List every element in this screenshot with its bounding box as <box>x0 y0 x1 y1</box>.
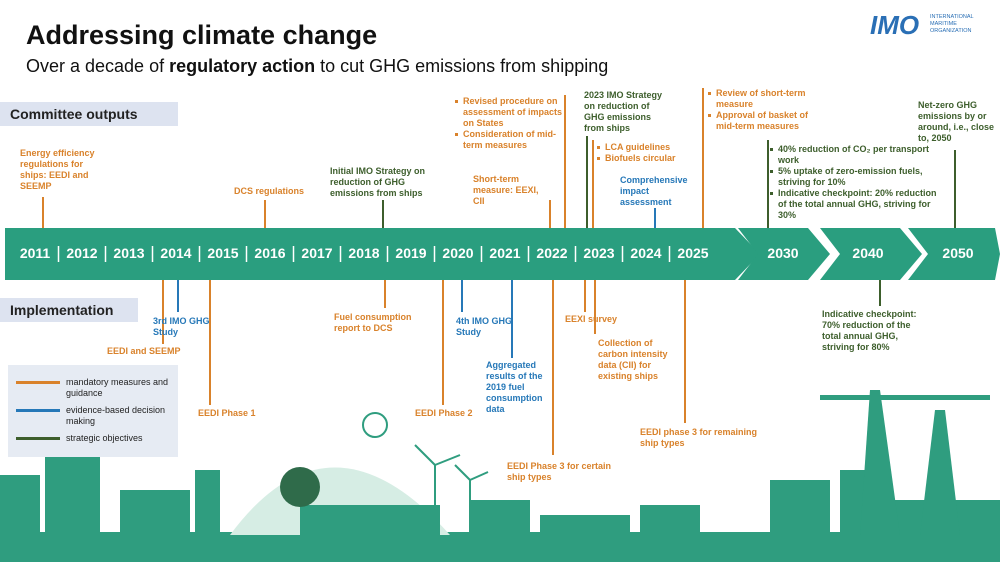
timeline-band <box>5 228 1000 280</box>
event-item: Consideration of mid-term measures <box>455 129 567 151</box>
stems <box>42 88 956 455</box>
event-text: Net-zero GHG emissions by or around, i.e… <box>918 100 995 143</box>
event-text: Indicative checkpoint: 70% reduction of … <box>822 309 917 352</box>
event-text: EEDI Phase 1 <box>198 408 256 418</box>
year-label: 2021 <box>489 245 521 261</box>
logo-mark: IMO <box>870 10 920 40</box>
year-label: 2016 <box>254 245 286 261</box>
event-item: Revised procedure on assessment of impac… <box>455 96 567 129</box>
event-text: EEDI phase 3 for remaining ship types <box>640 427 758 448</box>
year-label: 2023 <box>583 245 615 261</box>
event-text: Comprehensive impact assessment <box>620 175 688 207</box>
year-label: 2013 <box>113 245 145 261</box>
title: Addressing climate change <box>26 20 378 50</box>
legend-swatch <box>16 437 60 440</box>
year-label: 2024 <box>630 245 662 261</box>
event-text: Short-term measure: EEXI, CII <box>473 174 539 206</box>
event-list: Review of short-term measure Approval of … <box>708 88 808 132</box>
event-text: Aggregated results of the 2019 fuel cons… <box>486 360 543 414</box>
event-text: 4th IMO GHG Study <box>456 316 512 337</box>
legend-swatch <box>16 409 60 412</box>
event-text: EEDI and SEEMP <box>107 346 181 356</box>
legend-swatch <box>16 381 60 384</box>
event-list: LCA guidelines Biofuels circular <box>597 142 692 164</box>
event-text: Energy efficiency regulations for ships:… <box>20 148 95 191</box>
event-item: 40% reduction of CO₂ per transport work <box>770 144 945 166</box>
year-label: 2015 <box>207 245 239 261</box>
event-item: Indicative checkpoint: 20% reduction of … <box>770 188 945 221</box>
year-separators <box>57 246 671 262</box>
event-text: Revised procedure on assessment of impac… <box>455 96 567 151</box>
event-item: Review of short-term measure <box>708 88 808 110</box>
subtitle-bold: regulatory action <box>169 56 316 76</box>
year-label: 2040 <box>852 245 884 261</box>
year-label: 2020 <box>442 245 474 261</box>
event-text: Collection of carbon intensity data (CII… <box>598 338 668 381</box>
event-text: Review of short-term measure Approval of … <box>708 88 808 132</box>
legend-label: mandatory measures and guidance <box>66 377 169 398</box>
event-list: 40% reduction of CO₂ per transport work 5… <box>770 144 945 221</box>
event-text: 40% reduction of CO₂ per transport work 5… <box>770 144 945 221</box>
event-item: Approval of basket of mid-term measures <box>708 110 808 132</box>
subtitle-text: Over a decade of <box>26 56 170 76</box>
event-list: Revised procedure on assessment of impac… <box>455 96 567 151</box>
event-text: 2023 IMO Strategy on reduction of GHG em… <box>584 90 663 133</box>
event-text: DCS regulations <box>234 186 305 196</box>
event-item: Biofuels circular <box>597 153 692 164</box>
event-item: 5% uptake of zero-emission fuels, strivi… <box>770 166 945 188</box>
event-text: EEDI Phase 3 for certain ship types <box>507 461 612 482</box>
logo-name: INTERNATIONAL MARITIME ORGANIZATION <box>930 14 974 34</box>
wind-turbines <box>414 444 489 535</box>
event-text: 3rd IMO GHG Study <box>153 316 210 337</box>
landscape <box>0 390 1000 562</box>
section-label: Implementation <box>0 298 138 322</box>
year-label: 2022 <box>536 245 568 261</box>
event-text: Initial IMO Strategy on reduction of GHG… <box>330 166 426 198</box>
legend-label: strategic objectives <box>66 433 143 443</box>
sun <box>362 412 388 438</box>
subtitle-text: to cut GHG emissions from shipping <box>315 56 609 76</box>
plug-icon <box>280 467 320 507</box>
year-label: 2014 <box>160 245 192 261</box>
year-label: 2018 <box>348 245 380 261</box>
subtitle: Over a decade of regulatory action to cu… <box>26 56 608 77</box>
legend-label: evidence-based decision making <box>66 405 166 426</box>
year-label: 2025 <box>677 245 709 261</box>
event-text: LCA guidelines Biofuels circular <box>597 142 692 164</box>
section-label: Committee outputs <box>0 102 178 126</box>
year-label: 2050 <box>942 245 974 261</box>
year-label: 2017 <box>301 245 333 261</box>
legend: mandatory measures and guidance evidence-… <box>8 365 178 457</box>
year-label: 2030 <box>767 245 799 261</box>
event-text: Fuel consumption report to DCS <box>334 312 412 333</box>
event-item: LCA guidelines <box>597 142 692 153</box>
year-label: 2011 <box>19 245 51 261</box>
event-text: EEXI survey <box>565 314 618 324</box>
year-label: 2012 <box>66 245 98 261</box>
year-label: 2019 <box>395 245 427 261</box>
event-text: EEDI Phase 2 <box>415 408 473 418</box>
